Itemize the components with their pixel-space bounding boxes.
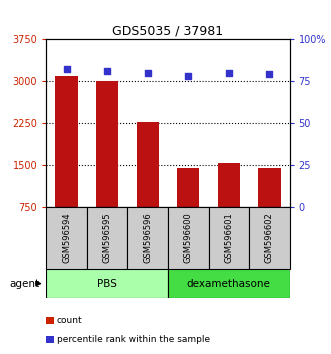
Bar bbox=[168, 269, 290, 298]
Text: GSM596595: GSM596595 bbox=[103, 213, 112, 263]
Point bbox=[64, 67, 69, 72]
Bar bbox=[258, 168, 280, 207]
Bar bbox=[177, 168, 199, 207]
Text: GSM596602: GSM596602 bbox=[265, 213, 274, 263]
Bar bbox=[87, 207, 127, 269]
Bar bbox=[249, 207, 290, 269]
Title: GDS5035 / 37981: GDS5035 / 37981 bbox=[113, 25, 223, 38]
Text: PBS: PBS bbox=[97, 279, 117, 289]
Point bbox=[105, 68, 110, 74]
Point bbox=[226, 70, 231, 75]
Text: GSM596601: GSM596601 bbox=[224, 213, 233, 263]
Text: agent: agent bbox=[10, 279, 40, 289]
Bar bbox=[96, 81, 118, 207]
Text: GSM596594: GSM596594 bbox=[62, 213, 71, 263]
Bar bbox=[56, 76, 78, 207]
Bar bbox=[46, 207, 87, 269]
Point bbox=[186, 73, 191, 79]
Bar bbox=[46, 269, 168, 298]
Text: GSM596600: GSM596600 bbox=[184, 213, 193, 263]
Bar bbox=[168, 207, 209, 269]
Point bbox=[145, 70, 150, 75]
Bar bbox=[209, 207, 249, 269]
Text: percentile rank within the sample: percentile rank within the sample bbox=[57, 335, 210, 344]
Bar bbox=[218, 164, 240, 207]
Bar bbox=[137, 122, 159, 207]
Text: dexamethasone: dexamethasone bbox=[187, 279, 271, 289]
Text: GSM596596: GSM596596 bbox=[143, 213, 152, 263]
Text: count: count bbox=[57, 316, 82, 325]
Bar bbox=[127, 207, 168, 269]
Point bbox=[267, 72, 272, 77]
